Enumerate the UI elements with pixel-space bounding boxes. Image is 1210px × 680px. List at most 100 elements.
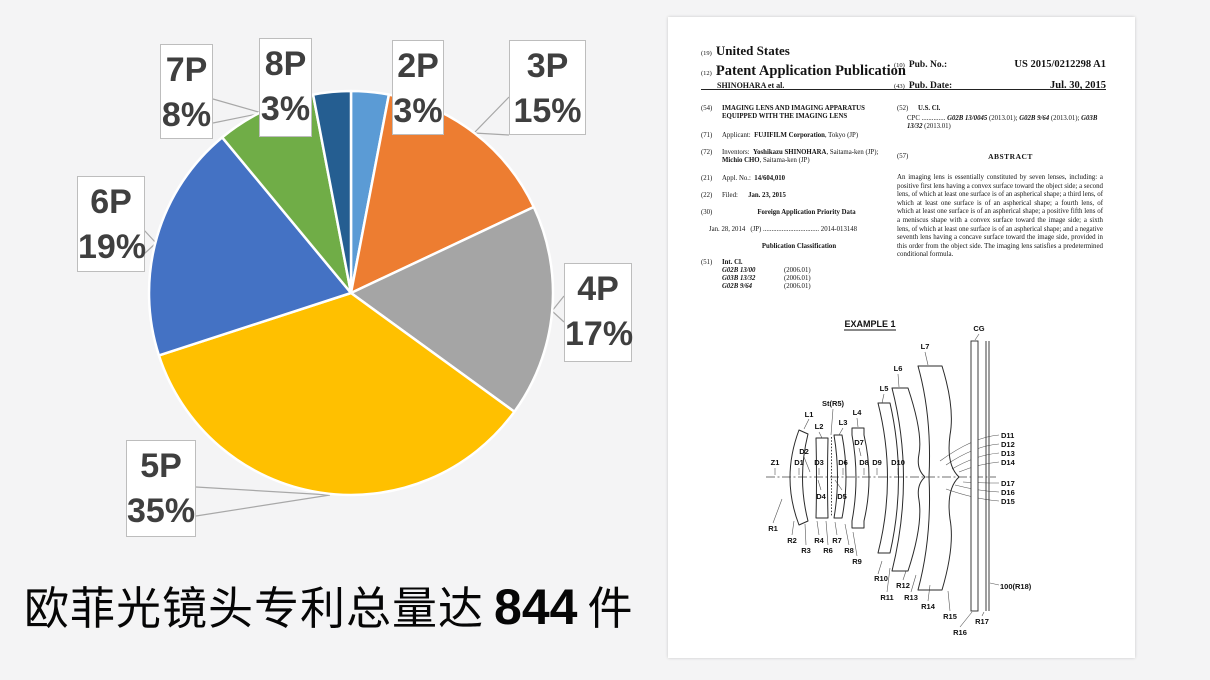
figure-label-R4: R4 (814, 536, 824, 545)
image-plane (985, 341, 990, 611)
application-number-line: Appl. No.: 14/604,010 (722, 175, 786, 182)
patent-header-left: (19) United States (12) Patent Application… (701, 43, 931, 90)
pie-callout-2P[interactable]: 2P 3% (392, 40, 444, 135)
field-number-57: (57) (897, 153, 909, 160)
pie-slice-4P[interactable] (349, 205, 555, 413)
publication-date: Jul. 30, 2015 (1049, 80, 1106, 91)
figure-label-Z1: Z1 (771, 458, 780, 467)
figure-label-L4: L4 (853, 408, 863, 417)
figure-label-D17: D17 (1001, 479, 1015, 488)
callout-percent: 3% (393, 92, 443, 130)
figure-label-CG: CG (973, 324, 984, 333)
figure-label-St(R5): St(R5) (822, 399, 845, 408)
callout-category: 5P (140, 447, 182, 485)
figure-label-D12: D12 (1001, 440, 1015, 449)
field-number-12: (12) (701, 70, 712, 77)
pie-callout-5P[interactable]: 5P 35% (126, 440, 196, 537)
figure-label-R11: R11 (880, 593, 893, 602)
pie-slice-6P[interactable] (147, 136, 353, 357)
lens-L7 (917, 365, 960, 591)
abstract-title: ABSTRACT (988, 152, 1033, 161)
figure-label-D13: D13 (1001, 449, 1015, 458)
caption-unit: 件 (587, 583, 634, 634)
lens-L1 (789, 429, 809, 526)
lens-L2 (815, 437, 829, 519)
figure-label-R7: R7 (832, 536, 842, 545)
figure-label-100(R18): 100(R18) (1000, 582, 1032, 591)
filed-line: Filed: Jan. 23, 2015 (722, 192, 786, 199)
pie-slice-8P[interactable] (311, 89, 353, 295)
patent-header-right: (10) Pub. No.: US 2015/0212298 A1 (43) P… (894, 55, 1106, 97)
callout-percent: 17% (565, 315, 634, 353)
figure-label-D14: D14 (1001, 458, 1016, 467)
pie-callout-8P[interactable]: 8P 3% (259, 38, 312, 137)
figure-label-D8: D8 (859, 458, 869, 467)
callout-category: 2P (397, 47, 439, 85)
figure-label-R6: R6 (823, 546, 833, 555)
inventors-line: Inventors: Yoshikazu SHINOHARA, Saitama-… (722, 149, 879, 164)
publication-number: US 2015/0212298 A1 (1014, 59, 1106, 70)
figure-label-L5: L5 (880, 384, 889, 393)
figure-label-D16: D16 (1001, 488, 1015, 497)
figure-label-D4: D4 (816, 492, 826, 501)
figure-label-D7: D7 (854, 438, 864, 447)
patent-document: (19) United States (12) Patent Application… (668, 17, 1135, 658)
figure-label-D10: D10 (891, 458, 905, 467)
field-number-21: (21) (701, 175, 713, 182)
pie-chart (147, 89, 555, 497)
callout-percent: 19% (78, 228, 147, 266)
field-number-54: (54) (701, 105, 713, 112)
figure-label-R2: R2 (787, 536, 797, 545)
patent-left-column: (54) IMAGING LENS AND IMAGING APPARATUS … (701, 99, 897, 291)
callout-percent: 8% (161, 96, 212, 134)
figure-title: EXAMPLE 1 (844, 319, 895, 329)
field-number-30: (30) (701, 209, 713, 216)
callout-category: 3P (526, 47, 569, 85)
callout-category: 4P (577, 270, 619, 308)
figure-label-L3: L3 (839, 418, 848, 427)
figure-label-L7: L7 (921, 342, 930, 351)
patent-right-column: (52) U.S. Cl. CPC .............. G02B 13… (897, 99, 1103, 260)
field-number-72: (72) (701, 149, 713, 156)
figure-label-D6: D6 (838, 458, 848, 467)
int-cl-row: G03B 13/32 (2006.01) (722, 275, 811, 282)
cover-glass (970, 340, 979, 612)
callout-category: 7P (165, 51, 208, 89)
field-number-19: (19) (701, 50, 712, 57)
callout-category: 8P (264, 45, 307, 83)
lens-L4 (851, 427, 870, 529)
figure-label-D1: D1 (794, 458, 804, 467)
figure-label-R14: R14 (921, 602, 936, 611)
callout-percent: 3% (260, 90, 311, 128)
figure-label-D2: D2 (799, 447, 809, 456)
cpc-line: CPC .............. G02B 13/0045 (2013.01… (907, 115, 1098, 130)
header-rule (701, 89, 1106, 90)
callout-percent: 15% (513, 92, 582, 130)
field-number-71: (71) (701, 132, 713, 139)
figure-label-R8: R8 (844, 546, 854, 555)
pubdate-label: Pub. Date: (908, 81, 953, 91)
pie-callout-3P[interactable]: 3P 15% (509, 40, 586, 135)
figure-label-R1: R1 (768, 524, 778, 533)
pie-slice-5P[interactable] (157, 291, 516, 497)
publication-classification-title: Publication Classification (761, 243, 837, 250)
pie-callout-7P[interactable]: 7P 8% (160, 44, 213, 139)
patent-country: United States (715, 43, 790, 58)
figure-label-R3: R3 (801, 546, 811, 555)
patent-kind: Patent Application Publication (715, 63, 906, 79)
pie-callout-6P[interactable]: 6P 19% (77, 176, 147, 272)
field-number-10: (10) (894, 62, 905, 69)
chart-caption: 欧菲光镜头专利总量达 844 件 (24, 572, 654, 637)
field-number-52: (52) (897, 105, 909, 112)
pie-callout-4P[interactable]: 4P 17% (564, 263, 634, 362)
caption-count: 844 (494, 579, 578, 635)
invention-title: IMAGING LENS AND IMAGING APPARATUS EQUIP… (722, 105, 865, 120)
figure-leader-lines (772, 333, 1000, 628)
figure-label-R13: R13 (904, 593, 918, 602)
callout-category: 6P (90, 183, 132, 221)
patent-authors: SHINOHARA et al. (717, 81, 785, 90)
figure-label-R17: R17 (975, 617, 989, 626)
